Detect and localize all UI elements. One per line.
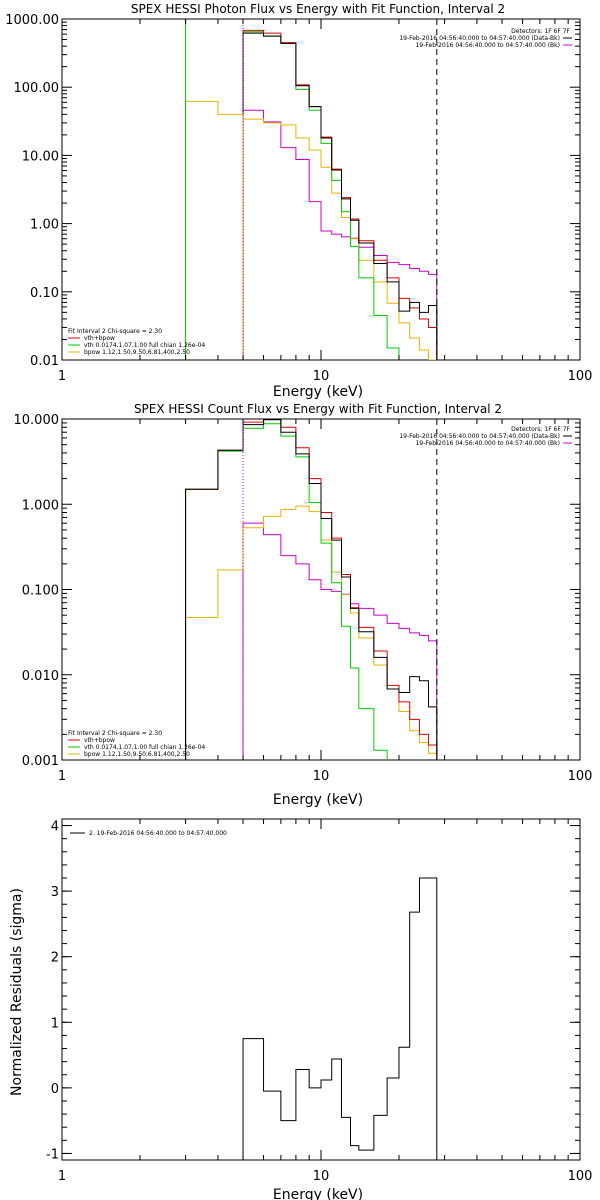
panel3-frame bbox=[61, 818, 581, 1161]
y-tick-label: 0 bbox=[51, 1082, 59, 1097]
x-tick-label: 100 bbox=[568, 369, 593, 384]
panel2-legend-data-interval: 19-Feb-2016 04:56:40.000 to 04:57:40.000… bbox=[399, 433, 560, 440]
panel2-legend-fit-label: vth+bpow bbox=[84, 737, 115, 744]
panel1-legend-fit-label: vth+bpow bbox=[84, 335, 115, 342]
panel2-legend-bottom-left: Fit Interval 2 Chi-square = 2.30 vth+bpo… bbox=[68, 730, 205, 758]
panel1-legend-bk-interval: 19-Feb-2016 04:56:40.000 to 04:57:40.000… bbox=[416, 42, 560, 49]
panel2-legend-detectors: Detectors: 1F 6F 7F bbox=[511, 426, 570, 433]
panel1-legend-fit-interval: Fit Interval 2 Chi-square = 2.30 bbox=[68, 328, 162, 335]
panel1-series-vth-bpow bbox=[242, 29, 438, 360]
photon-flux-panel: SPEX HESSI Photon Flux vs Energy with Fi… bbox=[5, 2, 592, 400]
y-tick-label: 0.001 bbox=[22, 754, 59, 769]
x-tick-label: 100 bbox=[568, 769, 593, 784]
residuals-panel: 1 10 100 -1 0 1 2 3 4 Energy (keV) Normalized Re… bbox=[9, 818, 592, 1200]
y-tick-label: 0.100 bbox=[22, 584, 59, 599]
count-flux-panel: SPEX HESSI Count Flux vs Energy with Fit… bbox=[14, 402, 593, 808]
x-tick-label: 10 bbox=[313, 769, 330, 784]
panel3-x-axis-label: Energy (keV) bbox=[273, 1187, 363, 1200]
panel1-legend-vth-label: vth 0.0174,1.07,1.00 full chian 1.26e-04 bbox=[84, 342, 205, 349]
y-tick-label: 0.10 bbox=[30, 286, 59, 301]
panel2-legend-fit-interval: Fit Interval 2 Chi-square = 2.30 bbox=[68, 730, 162, 737]
panel3-series-layer bbox=[242, 877, 438, 1160]
panel1-frame bbox=[61, 18, 581, 361]
y-tick-label: 10.000 bbox=[14, 413, 60, 428]
panel3-series-residuals bbox=[242, 877, 438, 1160]
panel1-legend-detectors: Detectors: 1F 6F 7F bbox=[511, 28, 570, 35]
panel3-y-axis-label: Normalized Residuals (sigma) bbox=[9, 888, 25, 1096]
panel3-legend: 2. 19-Feb-2016 04:56:40.000 to 04:57:40.… bbox=[70, 830, 227, 837]
panel2-title: SPEX HESSI Count Flux vs Energy with Fit… bbox=[134, 402, 502, 416]
panel2-legend-bpow-label: bpow 1.12,1.50,9.50,6.81,400,2.50 bbox=[84, 751, 190, 758]
panel2-legend-top-right: Detectors: 1F 6F 7F 19-Feb-2016 04:56:40… bbox=[399, 426, 572, 447]
x-tick-label: 1 bbox=[58, 1169, 66, 1184]
x-tick-label: 1 bbox=[58, 369, 66, 384]
panel1-x-axis-label: Energy (keV) bbox=[273, 384, 363, 400]
panel2-series-bpow bbox=[185, 505, 438, 760]
y-tick-label: 0.01 bbox=[30, 354, 59, 369]
panel2-ticks: 1 10 100 0.001 0.010 0.100 1.000 10.000 bbox=[14, 413, 593, 784]
y-tick-label: -1 bbox=[46, 1147, 59, 1162]
panel1-title: SPEX HESSI Photon Flux vs Energy with Fi… bbox=[131, 2, 505, 16]
panel1-series-bpow-extension bbox=[185, 100, 244, 360]
panel1-ticks: 1 10 100 0.01 0.10 1.00 10.00 100.00 1000.00 bbox=[5, 13, 592, 384]
y-tick-label: 2 bbox=[51, 951, 59, 966]
panel1-legend-bpow-label: bpow 1.12,1.50,9.50,6.81,400,2.50 bbox=[84, 349, 190, 356]
x-tick-label: 10 bbox=[313, 369, 330, 384]
x-tick-label: 100 bbox=[568, 1169, 593, 1184]
panel1-series-bk bbox=[242, 109, 438, 360]
y-tick-label: 1.00 bbox=[30, 218, 59, 233]
panel2-series-layer bbox=[185, 419, 438, 760]
y-tick-label: 0.010 bbox=[22, 669, 59, 684]
panel1-series-data-bk bbox=[242, 32, 438, 360]
x-tick-label: 1 bbox=[58, 769, 66, 784]
panel1-legend-bottom-left: Fit Interval 2 Chi-square = 2.30 vth+bpo… bbox=[68, 328, 205, 356]
panel2-series-vth bbox=[185, 423, 388, 760]
x-tick-label: 10 bbox=[313, 1169, 330, 1184]
y-tick-label: 3 bbox=[51, 885, 59, 900]
panel2-legend-bk-interval: 19-Feb-2016 04:56:40.000 to 04:57:40.000… bbox=[416, 440, 560, 447]
panel1-legend-top-right: Detectors: 1F 6F 7F 19-Feb-2016 04:56:40… bbox=[399, 28, 572, 49]
panel1-legend-data-interval: 19-Feb-2016 04:56:40.000 to 04:57:40.000… bbox=[399, 35, 560, 42]
panel2-series-bk bbox=[242, 522, 438, 760]
y-tick-label: 1000.00 bbox=[5, 13, 59, 28]
panel3-legend-label: 2. 19-Feb-2016 04:56:40.000 to 04:57:40.… bbox=[89, 830, 227, 837]
panel1-series-vth bbox=[242, 31, 400, 360]
panel2-x-axis-label: Energy (keV) bbox=[273, 792, 363, 808]
panel1-series-layer bbox=[185, 19, 438, 360]
panel1-series-bpow bbox=[242, 118, 438, 360]
panel3-plot-area bbox=[242, 877, 438, 1160]
panel1-plot-area bbox=[185, 19, 438, 360]
y-tick-label: 10.00 bbox=[22, 149, 59, 164]
y-tick-label: 100.00 bbox=[14, 81, 60, 96]
panel2-plot-area bbox=[185, 419, 438, 760]
y-tick-label: 1.000 bbox=[22, 498, 59, 513]
panel3-ticks: 1 10 100 -1 0 1 2 3 4 bbox=[46, 819, 592, 1184]
panel2-legend-vth-label: vth 0.0174,1.07,1.00 full chian 1.26e-04 bbox=[84, 744, 205, 751]
y-tick-label: 4 bbox=[51, 820, 59, 835]
y-tick-label: 1 bbox=[51, 1016, 59, 1031]
